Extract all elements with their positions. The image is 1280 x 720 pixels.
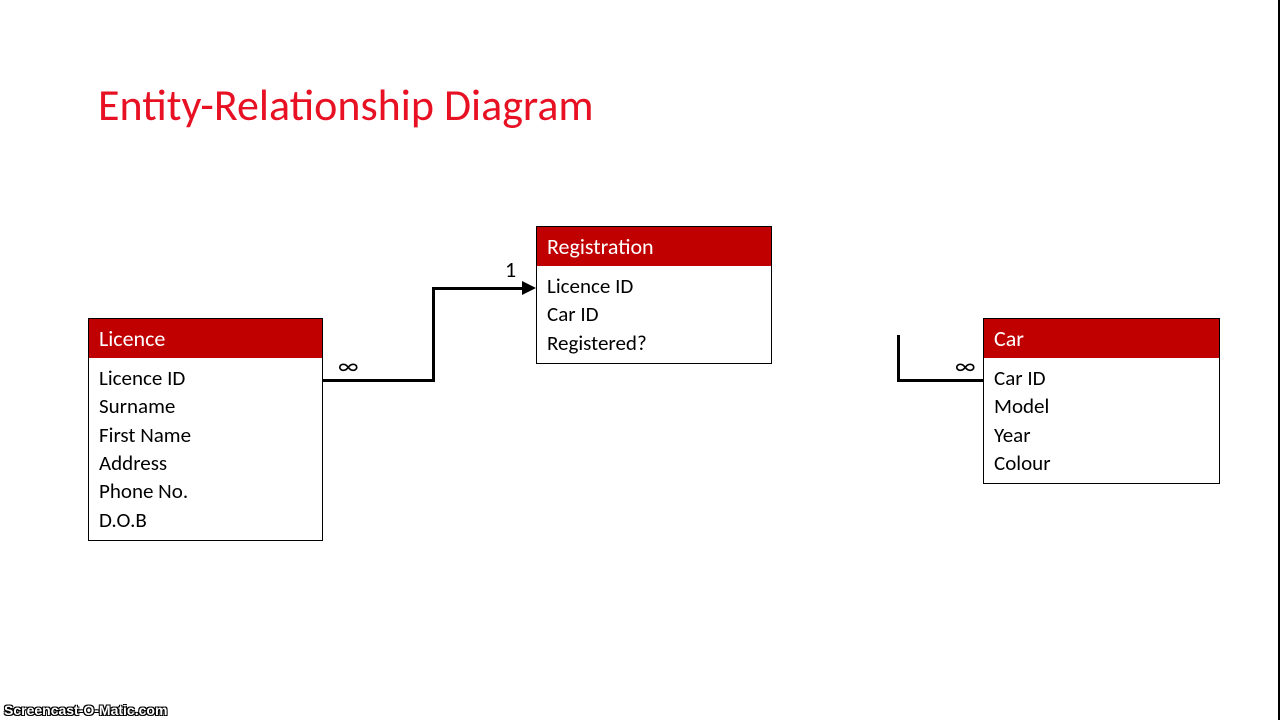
entity-attribute: First Name bbox=[99, 421, 312, 449]
entity-licence: Licence Licence IDSurnameFirst NameAddre… bbox=[88, 318, 323, 541]
entity-attribute: Colour bbox=[994, 449, 1209, 477]
entity-attribute: D.O.B bbox=[99, 506, 312, 534]
connector-segment bbox=[897, 335, 900, 382]
entity-attribute: Registered? bbox=[547, 329, 761, 357]
entity-attribute: Car ID bbox=[547, 300, 761, 328]
cardinality-label: 1 bbox=[505, 256, 516, 283]
connector-segment bbox=[432, 287, 435, 382]
entity-attribute: Licence ID bbox=[99, 364, 312, 392]
arrow-icon bbox=[522, 281, 536, 295]
entity-attribute: Surname bbox=[99, 392, 312, 420]
cardinality-label: ∞ bbox=[955, 352, 975, 381]
entity-car-body: Car IDModelYearColour bbox=[984, 358, 1219, 483]
entity-registration-header: Registration bbox=[537, 227, 771, 266]
entity-attribute: Model bbox=[994, 392, 1209, 420]
entity-licence-body: Licence IDSurnameFirst NameAddressPhone … bbox=[89, 358, 322, 540]
entity-attribute: Licence ID bbox=[547, 272, 761, 300]
entity-attribute: Year bbox=[994, 421, 1209, 449]
watermark: Screencast-O-Matic.com bbox=[4, 702, 167, 718]
entity-car: Car Car IDModelYearColour bbox=[983, 318, 1220, 484]
entity-attribute: Car ID bbox=[994, 364, 1209, 392]
entity-car-header: Car bbox=[984, 319, 1219, 358]
connector-segment bbox=[432, 287, 522, 290]
entity-licence-header: Licence bbox=[89, 319, 322, 358]
entity-registration-body: Licence IDCar IDRegistered? bbox=[537, 266, 771, 363]
entity-attribute: Address bbox=[99, 449, 312, 477]
page-title: Entity-Relationship Diagram bbox=[98, 78, 594, 132]
entity-attribute: Phone No. bbox=[99, 477, 312, 505]
entity-registration: Registration Licence IDCar IDRegistered? bbox=[536, 226, 772, 364]
cardinality-label: ∞ bbox=[338, 352, 358, 381]
